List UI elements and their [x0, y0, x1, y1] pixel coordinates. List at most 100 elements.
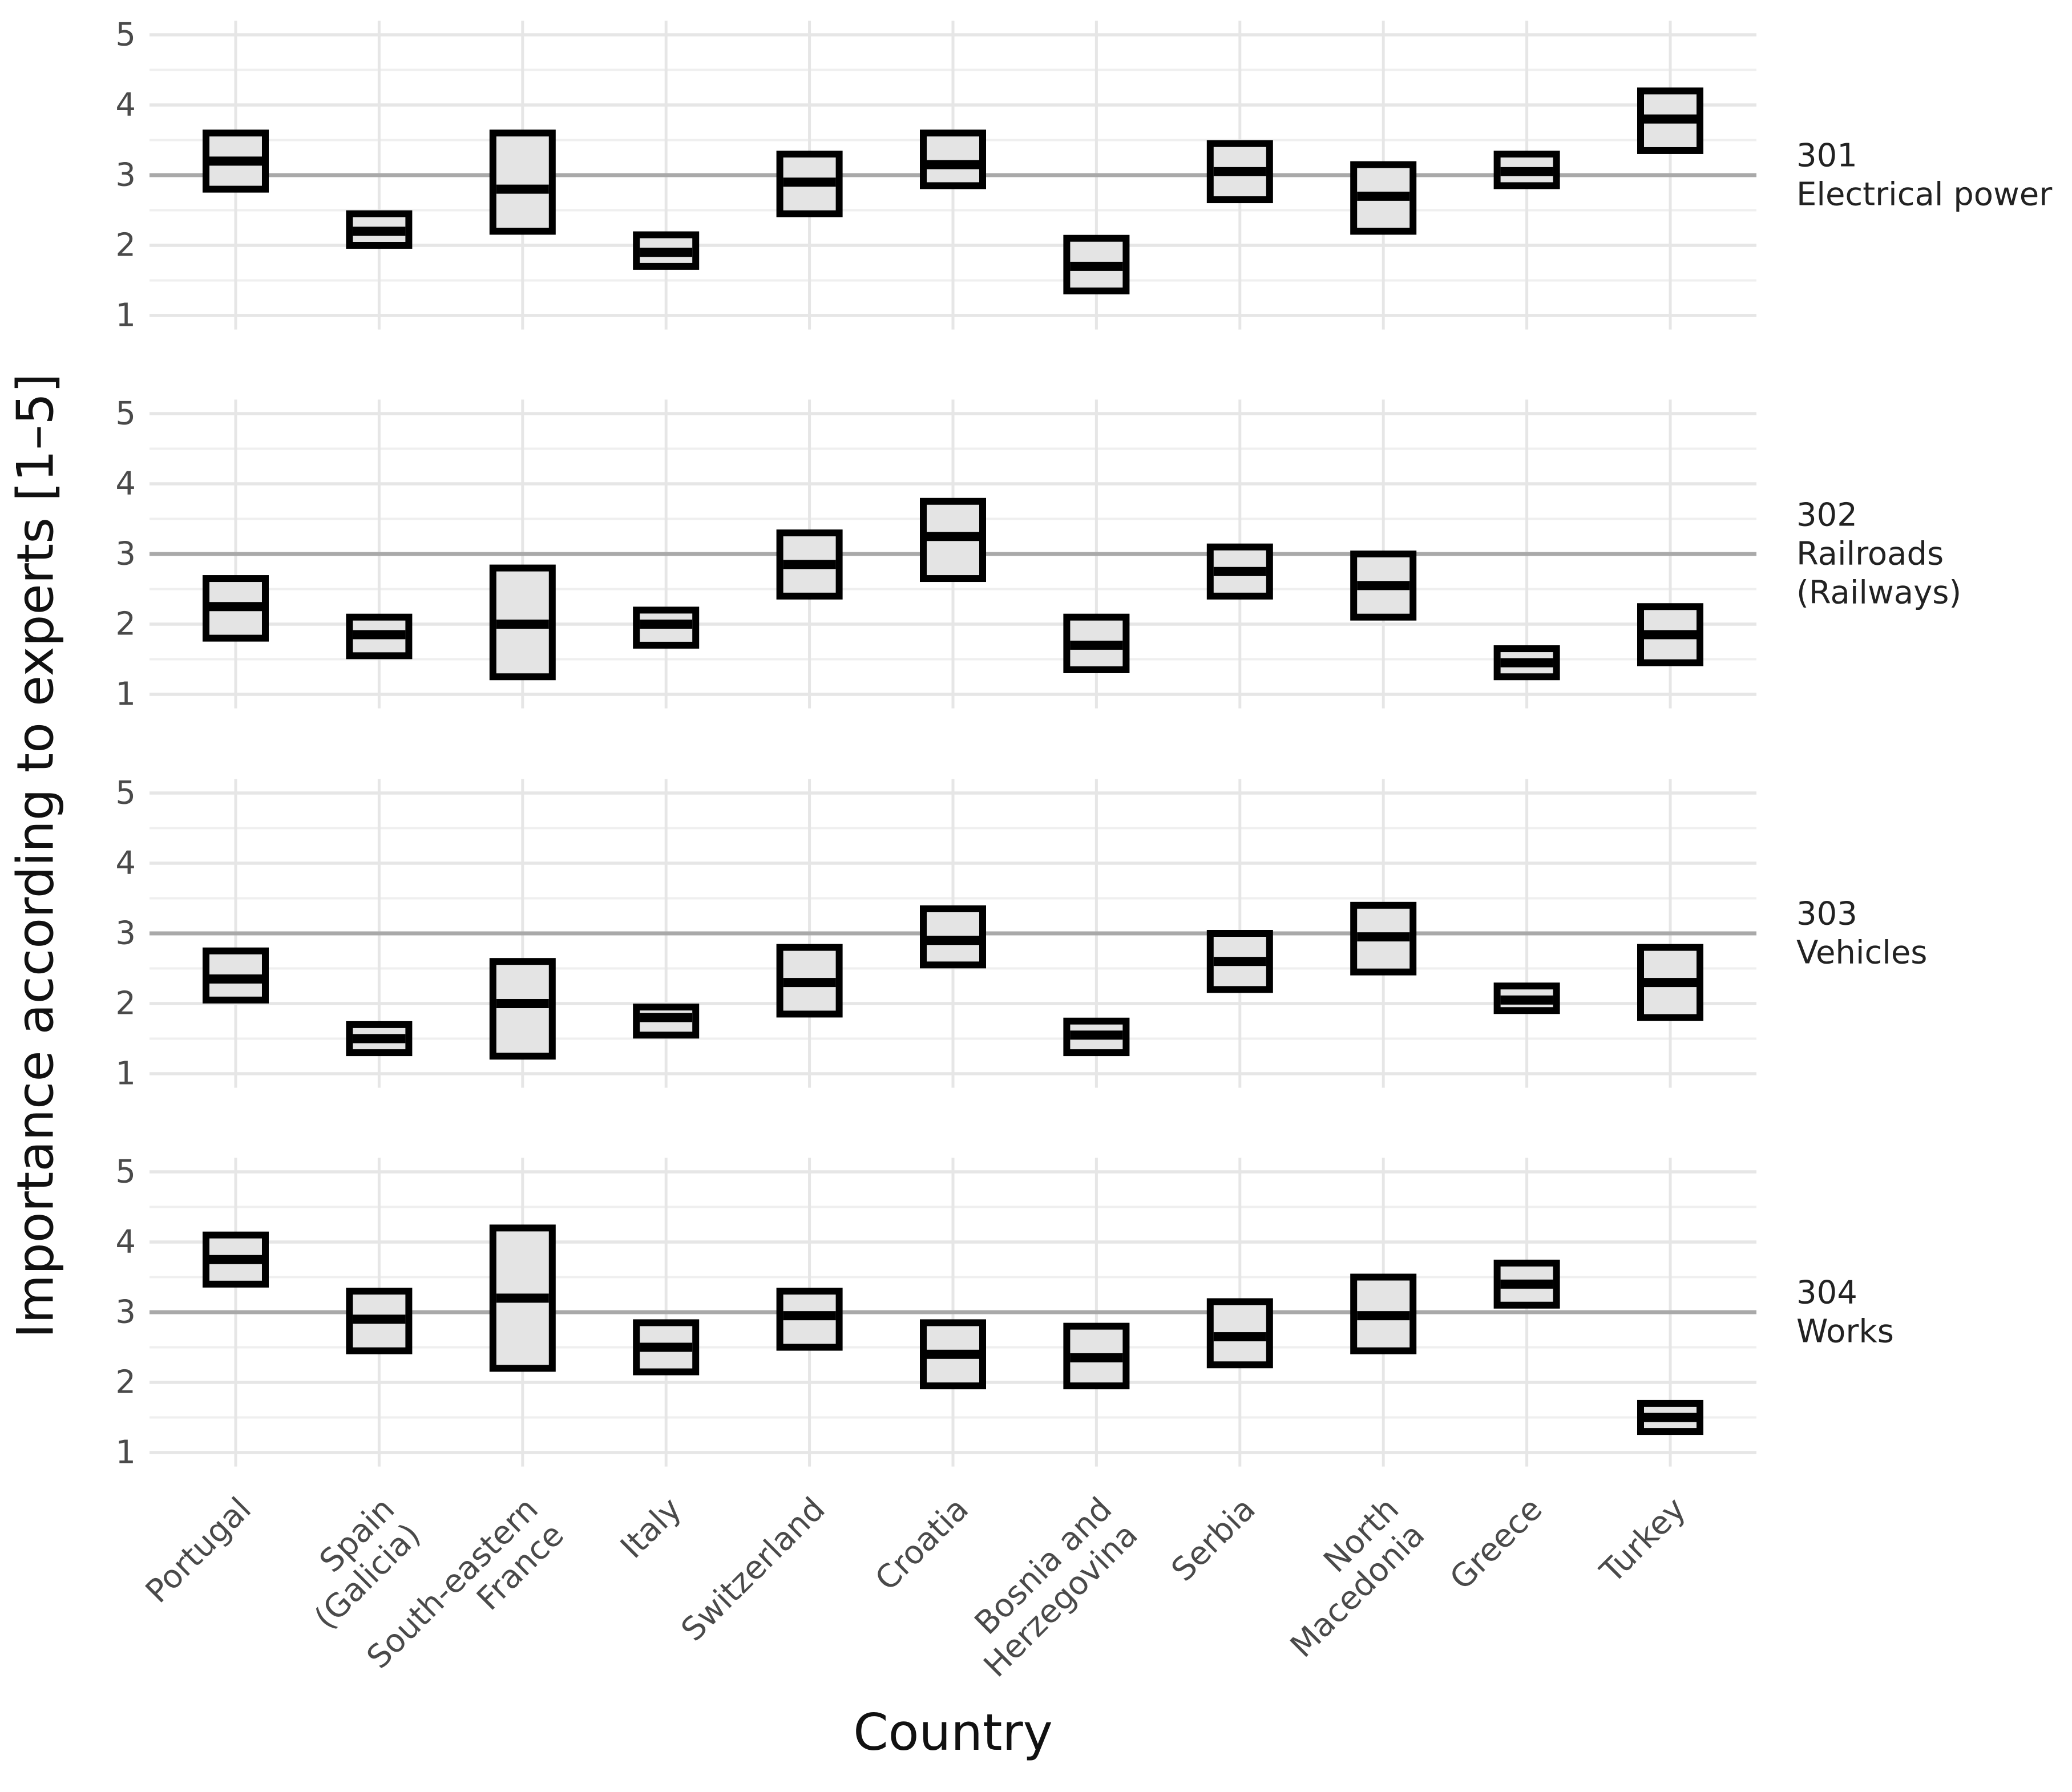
- box-303-7: [1206, 930, 1273, 993]
- box-302-1: [346, 613, 413, 660]
- box-301-9: [1493, 151, 1560, 189]
- box-302-4: [776, 529, 843, 600]
- y-tick-label: 5: [115, 775, 136, 812]
- box-median-line: [353, 630, 406, 640]
- box-304-8: [1350, 1273, 1417, 1354]
- y-tick-label: 5: [115, 1154, 136, 1191]
- box-median-line: [640, 248, 693, 257]
- facet-label-line: 303: [1796, 896, 1857, 933]
- box-median-line: [1070, 640, 1123, 650]
- facet-label-line: Railroads: [1796, 536, 1944, 573]
- box-body: [920, 130, 986, 189]
- box-median-line: [1070, 1353, 1123, 1362]
- box-301-4: [776, 151, 843, 217]
- box-303-1: [346, 1021, 413, 1057]
- box-median-line: [209, 1255, 262, 1264]
- facet-label-line: Works: [1796, 1313, 1894, 1350]
- box-median-line: [640, 1342, 693, 1352]
- box-304-2: [489, 1224, 556, 1372]
- box-median-line: [496, 184, 549, 194]
- box-304-3: [633, 1319, 700, 1376]
- box-301-3: [633, 231, 700, 270]
- box-median-line: [927, 936, 979, 945]
- x-axis-title: Country: [853, 1703, 1053, 1762]
- box-median-line: [1357, 932, 1410, 942]
- y-tick-label: 4: [115, 466, 136, 503]
- box-median-line: [353, 226, 406, 236]
- box-302-3: [633, 606, 700, 649]
- box-median-line: [1500, 995, 1553, 1005]
- box-302-0: [203, 575, 269, 642]
- box-301-8: [1350, 161, 1417, 235]
- facet-label-line: 302: [1796, 497, 1857, 534]
- box-median-line: [1357, 1311, 1410, 1321]
- box-median-line: [1500, 658, 1553, 668]
- box-303-0: [203, 947, 269, 1004]
- box-median-line: [496, 999, 549, 1008]
- y-tick-label: 4: [115, 845, 136, 882]
- box-304-1: [346, 1288, 413, 1354]
- box-303-6: [1063, 1017, 1130, 1057]
- box-median-line: [783, 1311, 836, 1321]
- facet-label-line: Electrical power: [1796, 176, 2053, 213]
- box-303-2: [489, 958, 556, 1060]
- box-median-line: [927, 160, 979, 169]
- y-tick-label: 5: [115, 17, 136, 54]
- y-tick-label: 2: [115, 606, 136, 643]
- y-tick-label: 5: [115, 395, 136, 432]
- box-304-0: [203, 1231, 269, 1288]
- facet-label-line: Vehicles: [1796, 935, 1927, 972]
- y-tick-label: 3: [115, 1294, 136, 1331]
- y-axis-title: Importance according to experts [1–5]: [6, 373, 65, 1338]
- y-tick-label: 2: [115, 1364, 136, 1401]
- box-median-line: [1357, 581, 1410, 590]
- box-median-line: [496, 620, 549, 629]
- box-median-line: [209, 974, 262, 984]
- box-303-10: [1637, 944, 1703, 1021]
- box-median-line: [783, 560, 836, 569]
- box-median-line: [353, 1034, 406, 1043]
- box-median-line: [353, 1314, 406, 1324]
- y-tick-label: 3: [115, 536, 136, 573]
- box-301-10: [1637, 87, 1703, 154]
- box-median-line: [209, 156, 262, 166]
- facet-label-line: 304: [1796, 1275, 1857, 1312]
- box-median-line: [1644, 630, 1697, 640]
- box-304-5: [920, 1319, 986, 1390]
- y-tick-label: 1: [115, 676, 136, 713]
- y-tick-label: 3: [115, 915, 136, 952]
- box-median-line: [1357, 191, 1410, 201]
- box-301-7: [1206, 140, 1273, 204]
- box-302-9: [1493, 645, 1560, 681]
- facet-label-line: (Railways): [1796, 575, 1961, 612]
- box-304-9: [1493, 1259, 1560, 1309]
- box-301-2: [489, 130, 556, 235]
- box-median-line: [1213, 567, 1266, 576]
- box-median-line: [1213, 1332, 1266, 1342]
- box-304-6: [1063, 1322, 1130, 1390]
- box-301-6: [1063, 234, 1130, 294]
- box-302-5: [920, 497, 986, 582]
- box-median-line: [1070, 261, 1123, 271]
- box-304-7: [1206, 1298, 1273, 1369]
- box-302-7: [1206, 543, 1273, 600]
- box-median-line: [1644, 978, 1697, 988]
- y-tick-label: 1: [115, 297, 136, 334]
- box-303-9: [1493, 982, 1560, 1014]
- box-median-line: [927, 1349, 979, 1359]
- facet-label-line: 301: [1796, 137, 1857, 175]
- y-tick-label: 1: [115, 1055, 136, 1093]
- box-303-3: [633, 1004, 700, 1039]
- box-median-line: [1070, 1030, 1123, 1040]
- box-302-2: [489, 564, 556, 681]
- box-303-8: [1350, 901, 1417, 976]
- y-tick-label: 4: [115, 87, 136, 124]
